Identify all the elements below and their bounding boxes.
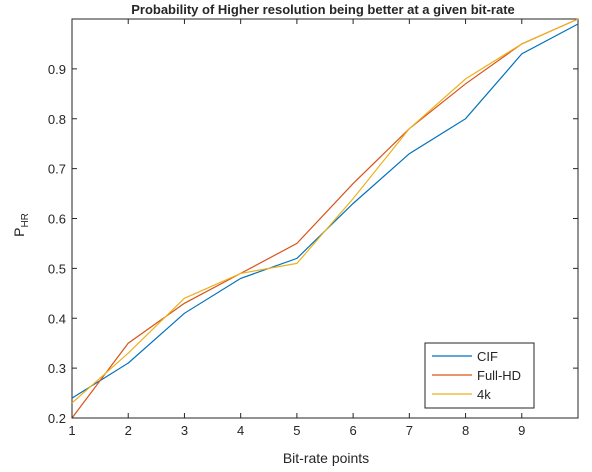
series-lines <box>71 18 579 419</box>
x-tick-label: 5 <box>293 423 300 438</box>
x-axis-ticks: 1 2 3 4 5 6 7 8 9 <box>68 19 525 438</box>
legend-label: CIF <box>477 349 498 364</box>
y-tick-label: 0.2 <box>48 411 66 426</box>
y-tick-label: 0.3 <box>48 361 66 376</box>
y-axis-label-subscript: HR <box>20 213 31 227</box>
legend-label: 4k <box>477 387 491 402</box>
y-axis-label: PHR <box>11 213 31 237</box>
y-axis-ticks: 0.2 0.3 0.4 0.5 0.6 0.7 0.8 0.9 <box>48 62 578 426</box>
y-tick-label: 0.4 <box>48 311 66 326</box>
x-tick-label: 6 <box>349 423 356 438</box>
legend-label: Full-HD <box>477 368 521 383</box>
x-axis-label: Bit-rate points <box>283 450 369 466</box>
y-tick-label: 0.5 <box>48 261 66 276</box>
x-tick-label: 9 <box>518 423 525 438</box>
legend: CIF Full-HD 4k <box>424 342 535 409</box>
y-tick-label: 0.6 <box>48 212 66 227</box>
x-tick-label: 8 <box>462 423 469 438</box>
series-line-4k <box>71 18 579 404</box>
y-tick-label: 0.7 <box>48 162 66 177</box>
x-tick-label: 4 <box>237 423 244 438</box>
y-tick-label: 0.8 <box>48 112 66 127</box>
series-line-full-hd <box>71 18 579 419</box>
x-tick-label: 2 <box>125 423 132 438</box>
y-axis-label-main: P <box>11 228 27 237</box>
x-tick-label: 7 <box>406 423 413 438</box>
x-tick-label: 1 <box>68 423 75 438</box>
chart-title: Probability of Higher resolution being b… <box>131 2 515 17</box>
y-tick-label: 0.9 <box>48 62 66 77</box>
x-tick-label: 3 <box>181 423 188 438</box>
